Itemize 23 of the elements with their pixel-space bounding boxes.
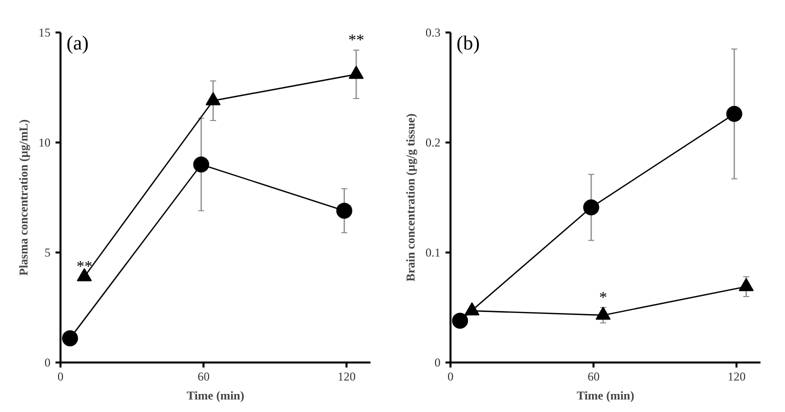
x-axis-title: Time (min) [186,388,244,402]
y-tick-label: 10 [38,136,50,150]
annotation: * [599,290,608,306]
y-axis-title: Plasma concentration (µg/mL) [16,119,30,276]
y-tick-label: 0.2 [426,136,440,150]
x-tick-label: 120 [728,370,746,384]
y-tick-label: 0 [44,356,50,370]
y-axis-title: Brain concentration (µg/g tissue) [404,114,418,282]
x-tick-label: 120 [338,370,356,384]
annotation: (b) [456,32,480,54]
y-tick-label: 0.3 [426,26,440,40]
x-tick-label: 0 [58,370,64,384]
annotation: ** [76,258,92,276]
annotation: ** [348,32,364,50]
y-tick-label: 15 [38,26,50,40]
y-tick-label: 0 [434,356,440,370]
x-axis-title: Time (min) [576,388,634,402]
annotation: (a) [66,32,89,54]
y-tick-label: 5 [44,246,50,260]
y-tick-label: 0.1 [426,246,440,260]
x-tick-label: 60 [588,370,600,384]
x-tick-label: 0 [448,370,454,384]
x-tick-label: 60 [198,370,210,384]
